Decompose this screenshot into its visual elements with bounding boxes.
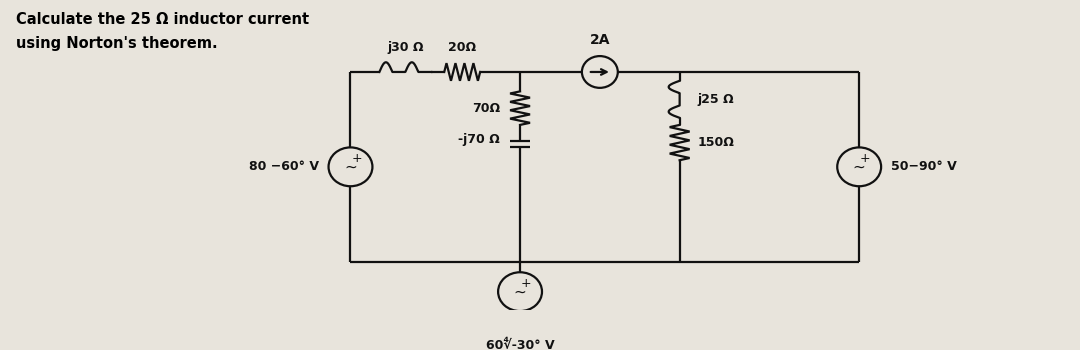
Text: +: + xyxy=(521,277,531,290)
Text: 60∜-30° V: 60∜-30° V xyxy=(486,339,554,350)
Text: using Norton's theorem.: using Norton's theorem. xyxy=(16,36,218,51)
Text: 20Ω: 20Ω xyxy=(448,41,476,54)
Text: j25 Ω: j25 Ω xyxy=(698,93,734,106)
Text: ~: ~ xyxy=(514,284,526,299)
Text: 70Ω: 70Ω xyxy=(472,102,500,115)
Text: ~: ~ xyxy=(345,159,356,174)
Text: 80 −60° V: 80 −60° V xyxy=(248,160,319,173)
Text: j30 Ω: j30 Ω xyxy=(387,41,423,54)
Text: +: + xyxy=(351,152,362,164)
Text: 150Ω: 150Ω xyxy=(698,136,734,149)
Text: 50−90° V: 50−90° V xyxy=(891,160,957,173)
Text: -j70 Ω: -j70 Ω xyxy=(458,133,500,146)
Text: Calculate the 25 Ω inductor current: Calculate the 25 Ω inductor current xyxy=(16,12,310,27)
Text: +: + xyxy=(860,152,870,164)
Text: ~: ~ xyxy=(853,159,865,174)
Text: 2A: 2A xyxy=(590,33,610,47)
